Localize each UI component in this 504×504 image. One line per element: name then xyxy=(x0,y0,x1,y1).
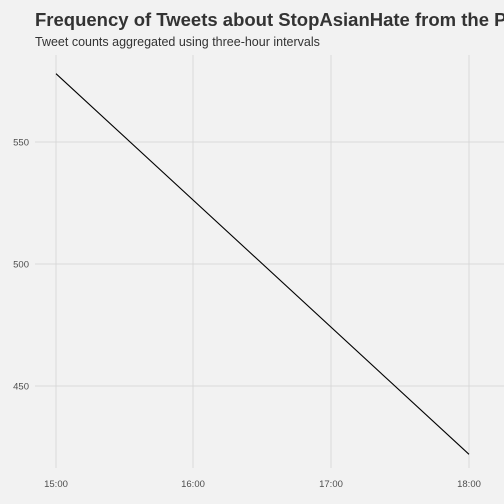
y-tick-label: 500 xyxy=(13,260,29,271)
y-tick-label: 450 xyxy=(13,382,29,393)
y-tick-label: 550 xyxy=(13,138,29,149)
series-line xyxy=(55,73,470,455)
x-tick-label: 15:00 xyxy=(44,479,68,490)
chart-title: Frequency of Tweets about StopAsianHate … xyxy=(35,9,504,30)
x-tick-label: 18:00 xyxy=(457,479,481,490)
chart-subtitle: Tweet counts aggregated using three-hour… xyxy=(35,35,320,49)
x-tick-label: 17:00 xyxy=(319,479,343,490)
x-tick-label: 16:00 xyxy=(181,479,205,490)
